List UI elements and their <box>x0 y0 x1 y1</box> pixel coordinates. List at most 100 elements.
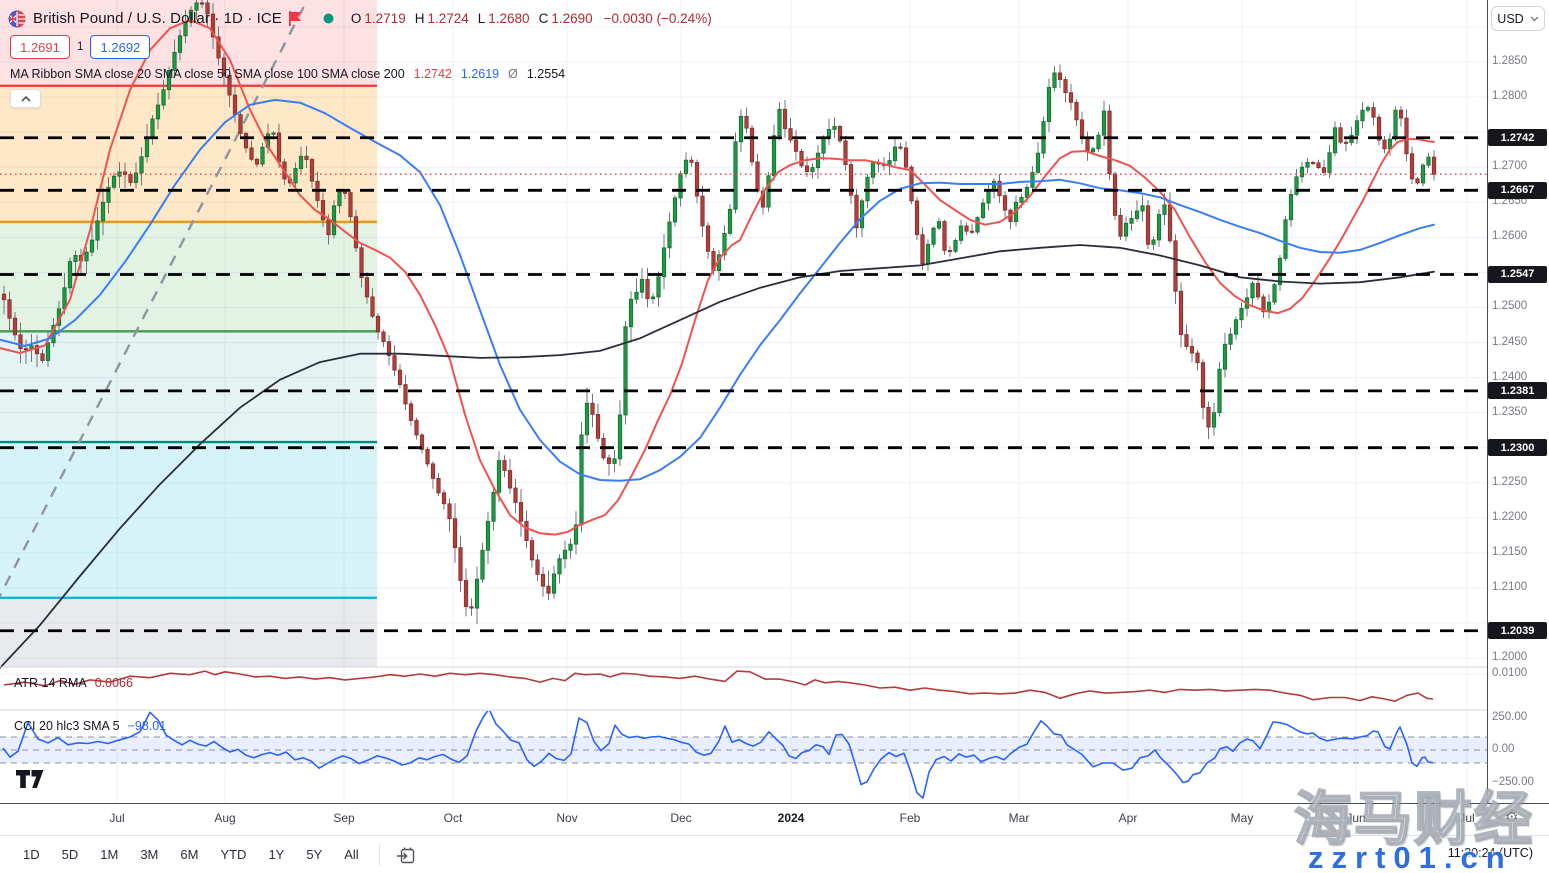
range-button-3m[interactable]: 3M <box>132 842 166 867</box>
candle-down <box>1074 101 1079 121</box>
range-button-all[interactable]: All <box>336 842 366 867</box>
red-flag-icon[interactable] <box>288 11 302 26</box>
candle-up <box>260 146 265 165</box>
candle-down <box>793 139 799 152</box>
chevron-up-icon <box>20 95 31 102</box>
atr-line[interactable] <box>3 670 1434 702</box>
candle-up <box>573 524 579 545</box>
low-label: L <box>477 11 486 26</box>
range-button-1y[interactable]: 1Y <box>260 842 292 867</box>
candle-down <box>947 250 953 253</box>
candle-up <box>672 197 678 223</box>
candle-down <box>694 161 700 197</box>
candle-up <box>155 104 161 120</box>
candle-up <box>892 146 898 162</box>
candle-down <box>595 413 601 439</box>
range-button-1d[interactable]: 1D <box>15 842 48 867</box>
settings-gear-icon[interactable]: ⚙ <box>1505 809 1519 826</box>
candle-down <box>1409 153 1415 180</box>
candle-up <box>95 220 100 241</box>
candle-up <box>975 217 980 233</box>
range-button-5y[interactable]: 5Y <box>298 842 330 867</box>
candle-up <box>1046 87 1052 123</box>
candle-down <box>326 219 331 236</box>
candle-up <box>953 239 958 252</box>
candle-down <box>1063 79 1068 94</box>
candle-up <box>623 326 628 416</box>
candle-up <box>628 298 634 328</box>
candle-up <box>480 549 485 580</box>
candle-up <box>1030 172 1035 188</box>
ma-line-sma-20[interactable] <box>0 18 1435 536</box>
atr-value: 0.0066 <box>94 676 133 690</box>
cci-line[interactable] <box>2 709 1434 799</box>
candle-up <box>1305 161 1310 168</box>
candle-up <box>683 159 689 175</box>
market-open-dot <box>323 13 334 24</box>
clock-utc[interactable]: 11:30:24 (UTC) <box>1447 846 1533 860</box>
atr-legend[interactable]: ATR 14 RMA 0.0066 <box>14 676 133 690</box>
trendline[interactable] <box>0 0 310 603</box>
candle-up <box>821 138 826 154</box>
high-value: 1.2724 <box>427 11 469 26</box>
time-axis-label: Mar <box>1008 811 1030 825</box>
symbol-title[interactable]: British Pound / U.S. Dollar · 1D · ICE <box>33 10 282 27</box>
range-button-ytd[interactable]: YTD <box>212 842 254 867</box>
go-to-date-button[interactable] <box>392 842 420 868</box>
candle-down <box>430 463 436 479</box>
candle-up <box>337 191 342 207</box>
candle-down <box>304 155 309 160</box>
candle-up <box>84 251 89 262</box>
candle-up <box>1393 109 1398 140</box>
open-label: O <box>350 11 362 26</box>
candle-down <box>1338 127 1343 143</box>
candle-up <box>1162 204 1167 215</box>
range-button-6m[interactable]: 6M <box>172 842 206 867</box>
candle-down <box>513 487 518 503</box>
candle-down <box>309 159 315 182</box>
candle-down <box>1178 290 1184 336</box>
level-price-tag: 1.2742 <box>1488 129 1547 147</box>
time-axis[interactable]: ⚙ Jul Aug Sep Oct Nov Dec 2024 Feb Mar Apr May Jun J… <box>0 804 1549 835</box>
sell-button[interactable]: 1.2691 <box>10 35 70 59</box>
price-tick: 1.2400 <box>1492 370 1528 383</box>
candle-down <box>903 147 909 168</box>
candle-up <box>557 558 562 575</box>
ma-line-sma-200[interactable] <box>0 244 1435 669</box>
price-tick: 1.2600 <box>1492 230 1528 243</box>
currency-dropdown[interactable]: USD <box>1491 6 1545 31</box>
atr-label: ATR 14 RMA <box>14 676 87 690</box>
ma-ribbon-legend[interactable]: MA Ribbon SMA close 20 SMA close 50 SMA … <box>10 66 565 82</box>
price-tick: 1.2250 <box>1492 475 1528 488</box>
candle-up <box>1151 239 1156 245</box>
candle-down <box>744 115 749 129</box>
candle-down <box>997 180 1002 197</box>
candle-down <box>1371 107 1376 118</box>
ohlc-readout: O 1.2719 H 1.2724 L 1.2680 C 1.2690 −0.0030 … <box>351 11 712 26</box>
candle-down <box>381 331 386 343</box>
candle-down <box>529 540 535 561</box>
candle-down <box>964 225 969 232</box>
ma-line-sma-50[interactable] <box>0 98 1435 482</box>
candle-down <box>375 315 381 333</box>
time-axis-label: Oct <box>443 811 463 825</box>
tradingview-logo[interactable] <box>15 769 45 789</box>
time-axis-label: Apr <box>1118 811 1138 825</box>
candle-down <box>463 580 469 608</box>
candle-up <box>958 225 964 241</box>
price-axis[interactable]: USD 1.2850 1.2800 1.2700 1.2650 1.2600 1.2500… <box>1488 0 1549 803</box>
buy-button[interactable]: 1.2692 <box>90 35 151 59</box>
symbol-legend-row[interactable]: British Pound / U.S. Dollar · 1D · ICE O… <box>8 8 712 29</box>
candle-down <box>760 190 766 208</box>
range-button-5d[interactable]: 5D <box>54 842 87 867</box>
candle-down <box>34 345 40 355</box>
range-button-1m[interactable]: 1M <box>92 842 126 867</box>
candle-up <box>1332 127 1338 154</box>
candle-up <box>172 51 177 71</box>
ma-ribbon-label: MA Ribbon SMA close 20 SMA close 50 SMA … <box>10 67 405 81</box>
candle-down <box>606 457 612 464</box>
cci-legend[interactable]: CCI 20 hlc3 SMA 5 −98.01 <box>14 719 166 733</box>
collapse-pane-button[interactable] <box>10 89 41 108</box>
